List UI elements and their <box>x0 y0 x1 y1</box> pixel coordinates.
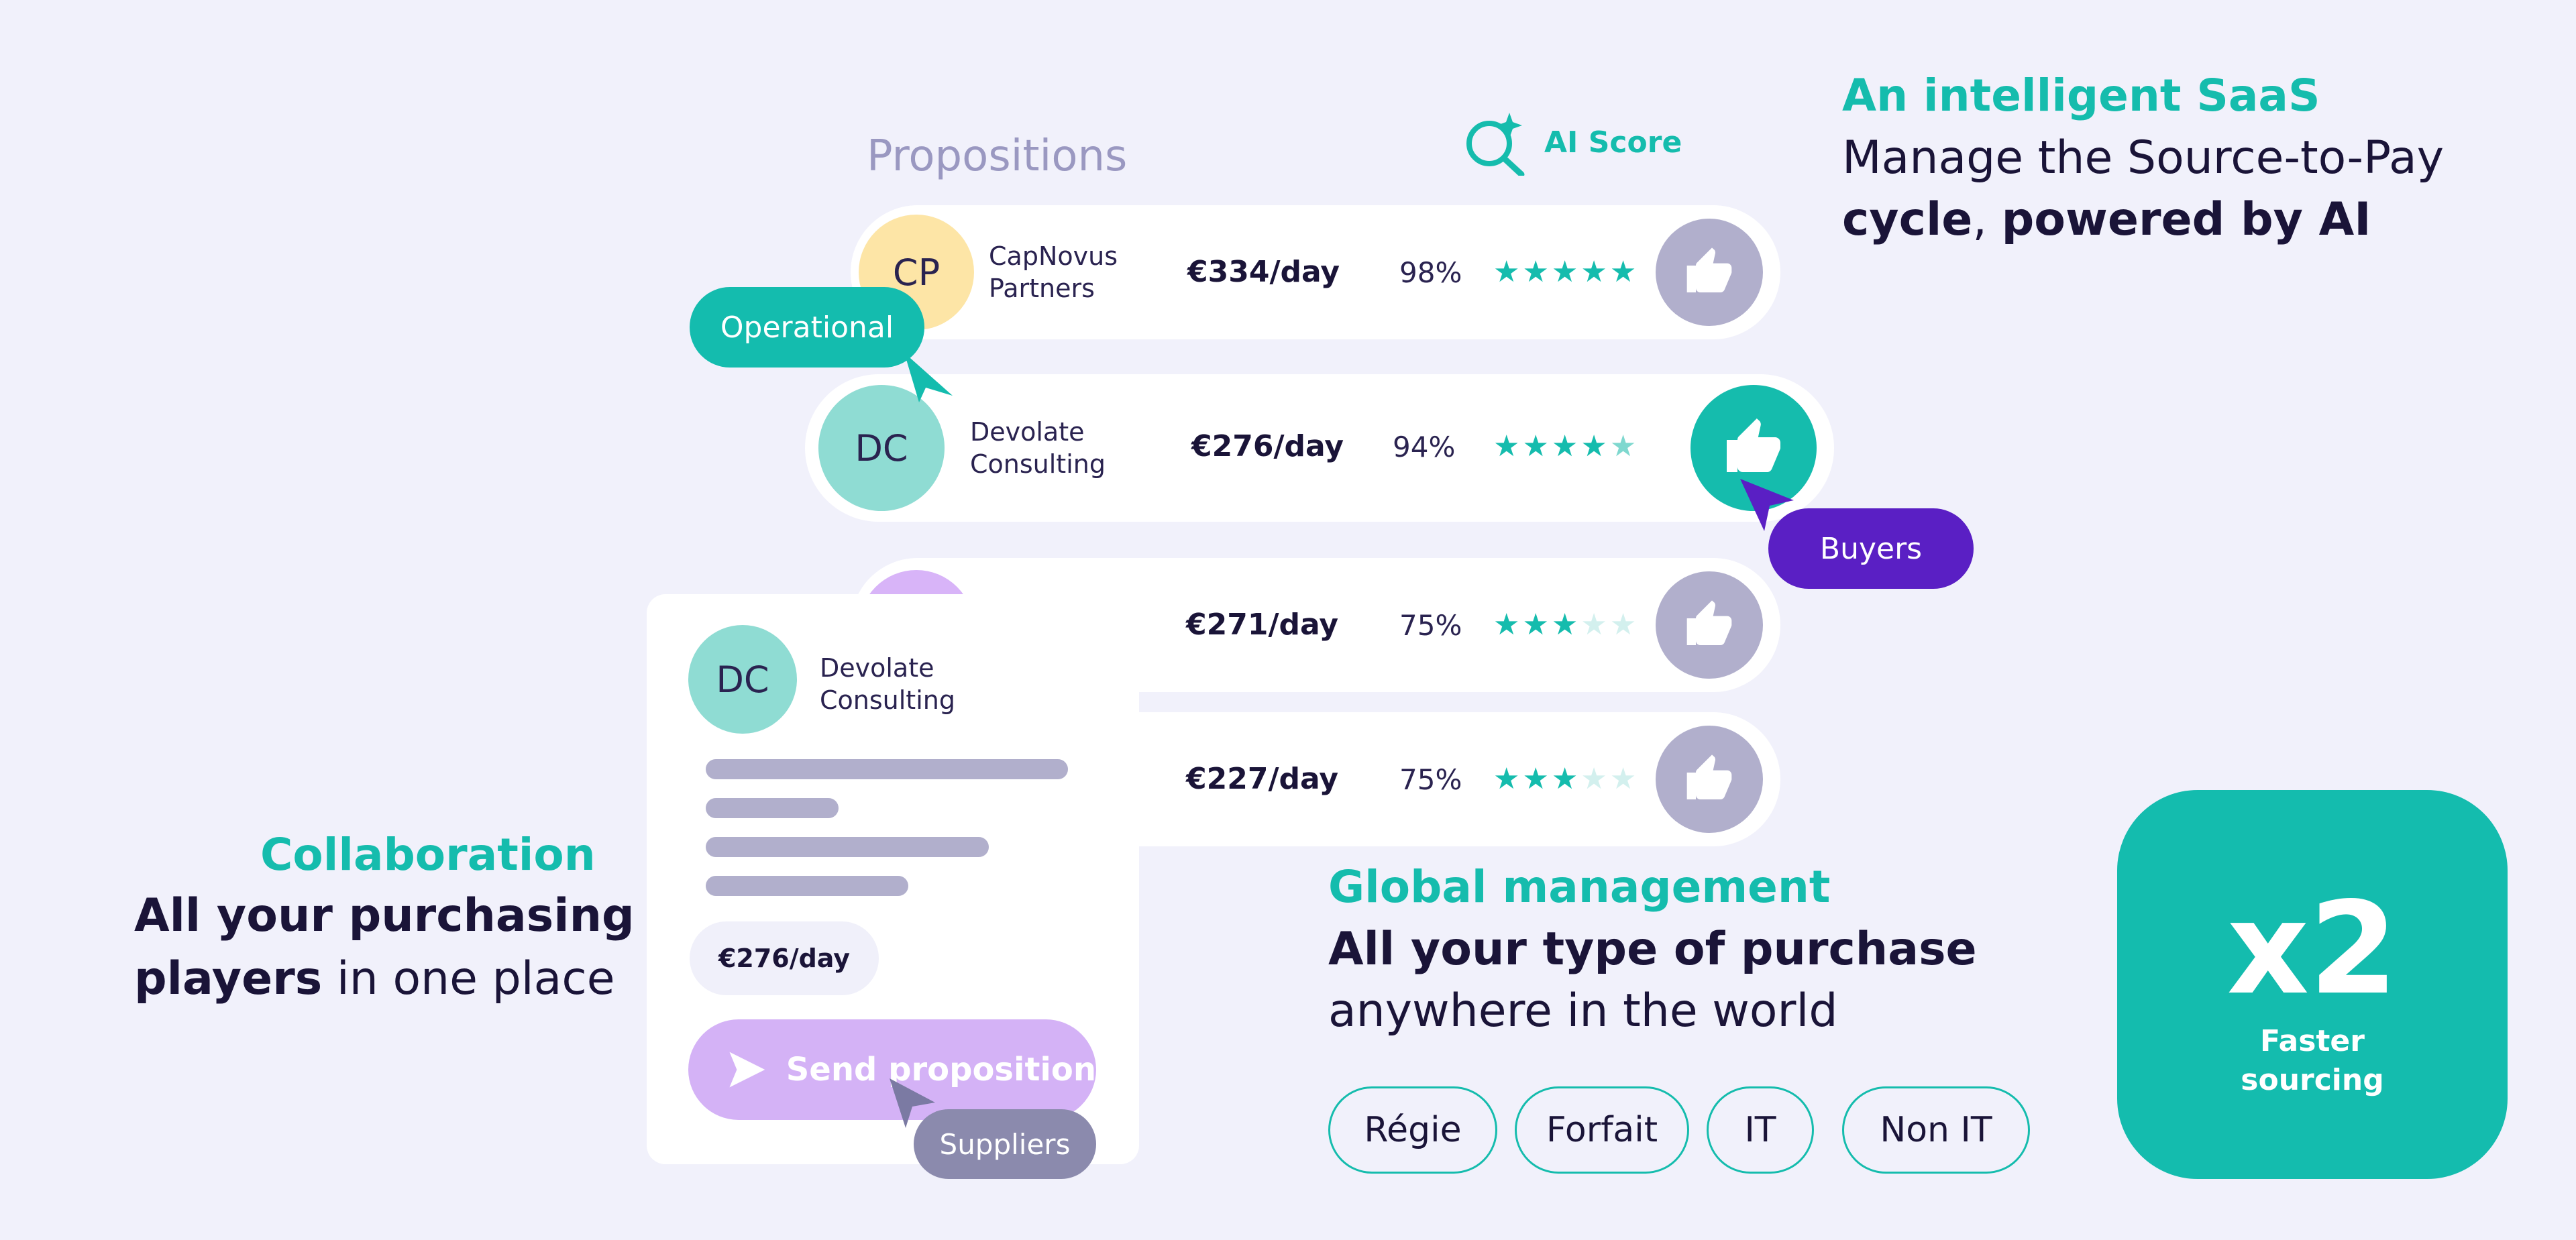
stat-value: x2 <box>2226 875 2398 1023</box>
chip-forfait[interactable]: Forfait <box>1515 1086 1689 1174</box>
star-icon: ★ <box>1493 608 1520 642</box>
intro-line-1: Manage the Source-to-Pay <box>1842 131 2444 184</box>
text-placeholder-bar <box>706 798 839 818</box>
intro-line-2: cycle, powered by AI <box>1842 193 2371 246</box>
like-button[interactable] <box>1656 219 1763 326</box>
chip-regie[interactable]: Régie <box>1328 1086 1497 1174</box>
like-button[interactable] <box>1656 571 1763 679</box>
operational-tag: Operational <box>690 287 924 368</box>
star-icon: ★ <box>1580 255 1607 289</box>
like-button[interactable] <box>1656 726 1763 833</box>
collaboration-line-1: All your purchasing <box>134 889 635 942</box>
global-line-2: anywhere in the world <box>1328 984 1838 1037</box>
intro-heading: An intelligent SaaS <box>1842 70 2320 121</box>
supplier-name: Devolate Consulting <box>970 417 1106 479</box>
supplier-name: CapNovus Partners <box>989 241 1118 303</box>
star-rating: ★ ★ ★ ★ ★ <box>1493 765 1636 794</box>
star-icon: ★ <box>1580 429 1607 463</box>
star-icon: ★ <box>1493 255 1520 289</box>
star-rating: ★ ★ ★ ★ ★ <box>1493 258 1636 287</box>
proposition-row-selected[interactable]: DC Devolate Consulting €276/day 94% ★ ★ ★ ★ ★ <box>805 374 1834 522</box>
intro-bold-cycle: cycle <box>1842 193 1973 246</box>
text-placeholder-bar <box>706 837 989 857</box>
global-line-1: All your type of purchase <box>1328 923 1977 976</box>
suppliers-pointer-icon <box>890 1078 935 1128</box>
star-icon: ★ <box>1522 608 1549 642</box>
thumbs-up-icon <box>1686 600 1732 645</box>
global-heading: Global management <box>1328 861 1831 913</box>
ai-score-header: AI Score <box>1462 109 1682 176</box>
star-icon: ★ <box>1609 429 1637 463</box>
thumbs-up-icon <box>1727 418 1780 472</box>
star-rating: ★ ★ ★ ★ ★ <box>1493 610 1636 640</box>
daily-rate: €334/day <box>1187 255 1340 289</box>
star-icon: ★ <box>1522 762 1549 796</box>
ai-score-percent: 75% <box>1399 763 1462 796</box>
star-icon: ★ <box>1580 608 1607 642</box>
collaboration-heading: Collaboration <box>260 829 596 881</box>
star-icon: ★ <box>1580 762 1607 796</box>
send-proposition-label: Send proposition <box>786 1051 1096 1088</box>
star-icon: ★ <box>1522 255 1549 289</box>
send-proposition-button[interactable]: Send proposition <box>688 1019 1096 1120</box>
star-rating: ★ ★ ★ ★ ★ <box>1493 432 1636 461</box>
stat-label: Faster sourcing <box>2241 1024 2384 1097</box>
faster-sourcing-stat: x2 Faster sourcing <box>2117 790 2508 1179</box>
propositions-title: Propositions <box>867 131 1128 181</box>
collaboration-line-2: players in one place <box>134 952 615 1005</box>
star-icon: ★ <box>1551 429 1578 463</box>
star-icon: ★ <box>1609 608 1637 642</box>
avatar: DC <box>818 385 945 511</box>
thumbs-up-icon <box>1686 247 1732 292</box>
card-price: €276/day <box>690 921 879 995</box>
text-placeholder-bar <box>706 876 908 896</box>
star-icon: ★ <box>1609 762 1637 796</box>
daily-rate: €271/day <box>1186 608 1339 642</box>
star-icon: ★ <box>1493 762 1520 796</box>
star-icon: ★ <box>1609 255 1637 289</box>
proposition-row[interactable]: CP CapNovus Partners €334/day 98% ★ ★ ★ ★ ★ <box>851 205 1780 339</box>
star-icon: ★ <box>1551 255 1578 289</box>
buyers-pointer-icon <box>1740 479 1794 531</box>
star-icon: ★ <box>1551 762 1578 796</box>
thumbs-up-icon <box>1686 754 1732 799</box>
intro-bold-ai: powered by AI <box>2001 193 2371 246</box>
ai-score-percent: 98% <box>1399 256 1462 289</box>
card-supplier-name: Devolate Consulting <box>820 653 955 715</box>
star-icon: ★ <box>1493 429 1520 463</box>
intro-sep: , <box>1972 193 2002 246</box>
sparkle-search-icon <box>1466 113 1525 176</box>
star-icon: ★ <box>1551 608 1578 642</box>
send-arrow-icon <box>729 1052 765 1088</box>
star-icon: ★ <box>1522 429 1549 463</box>
chip-non-it[interactable]: Non IT <box>1842 1086 2030 1174</box>
daily-rate: €276/day <box>1191 429 1344 463</box>
card-avatar: DC <box>688 625 797 734</box>
ai-score-percent: 94% <box>1393 431 1456 463</box>
suppliers-tag: Suppliers <box>914 1109 1096 1179</box>
text-placeholder-bar <box>706 759 1068 779</box>
daily-rate: €227/day <box>1186 762 1339 796</box>
buyers-tag: Buyers <box>1768 508 1974 589</box>
ai-score-label: AI Score <box>1544 125 1682 160</box>
chip-it[interactable]: IT <box>1707 1086 1814 1174</box>
operational-pointer-icon <box>904 353 953 402</box>
ai-score-percent: 75% <box>1399 609 1462 642</box>
